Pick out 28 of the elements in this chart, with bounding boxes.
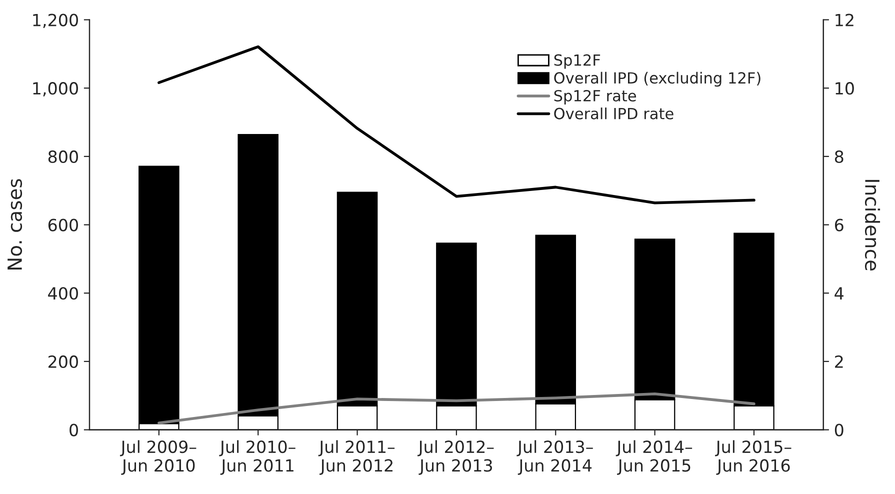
y-tick-label: 200 <box>48 355 78 368</box>
y-tick-label: 800 <box>48 150 78 163</box>
x-tick-label: Jul 2013– Jun 2014 <box>516 440 593 475</box>
y-axis-title: No. cases <box>8 179 22 270</box>
y2-tick-label: 10 <box>836 82 854 95</box>
y-tick-label: 1,200 <box>33 14 78 28</box>
y2-tick-label: 6 <box>834 218 844 232</box>
legend-label: Overall IPD rate <box>554 108 674 120</box>
x-tick-label: Jul 2010– Jun 2011 <box>219 440 296 475</box>
y2-tick-label: 12 <box>836 14 854 26</box>
y2-tick-label: 4 <box>834 287 844 300</box>
legend-label: Sp12F rate <box>554 90 636 104</box>
y2-axis-title: Incidence <box>864 180 880 270</box>
x-tick-label: Jul 2012– Jun 2013 <box>418 440 494 475</box>
legend-label: Sp12F <box>554 54 600 69</box>
x-tick-label: Jul 2011– Jun 2012 <box>318 440 395 475</box>
y-tick-label: 400 <box>48 287 78 300</box>
y-tick-label: 1,000 <box>33 82 78 96</box>
y2-tick-label: 0 <box>834 424 844 436</box>
y2-tick-label: 2 <box>835 355 843 368</box>
y-tick-label: 0 <box>70 424 78 436</box>
x-tick-label: Jul 2014– Jun 2015 <box>616 440 692 475</box>
legend-label: Overall IPD (excluding 12F) <box>554 72 760 87</box>
y2-tick-label: 8 <box>834 150 844 163</box>
x-tick-label: Jul 2015– Jun 2016 <box>715 440 792 475</box>
y-tick-label: 600 <box>48 218 78 232</box>
x-tick-label: Jul 2009– Jun 2010 <box>120 440 196 475</box>
line-series <box>158 392 756 424</box>
